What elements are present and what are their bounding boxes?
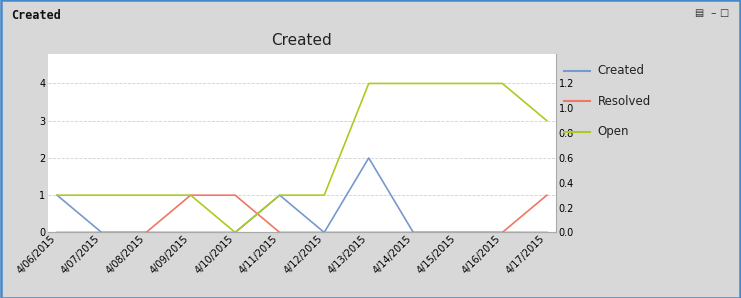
Open	[498, 82, 507, 85]
Line: Resolved: Resolved	[57, 195, 547, 232]
Created	[320, 231, 329, 234]
Created	[53, 193, 62, 197]
Created	[230, 231, 239, 234]
Text: –: –	[711, 8, 716, 18]
Resolved	[53, 231, 62, 234]
Open	[409, 82, 418, 85]
Open	[542, 119, 551, 122]
Resolved	[230, 193, 239, 197]
Created	[409, 231, 418, 234]
Open	[230, 231, 239, 234]
Text: Created: Created	[11, 9, 61, 22]
Created	[365, 156, 373, 160]
Text: Created: Created	[598, 64, 645, 77]
Resolved	[142, 231, 150, 234]
Line: Open: Open	[57, 83, 547, 232]
Line: Created: Created	[57, 158, 547, 232]
Resolved	[186, 193, 195, 197]
Open	[320, 193, 329, 197]
Open	[365, 82, 373, 85]
Text: Resolved: Resolved	[598, 95, 651, 108]
Text: ▤: ▤	[694, 8, 703, 18]
Open	[453, 82, 462, 85]
Resolved	[97, 231, 106, 234]
Created	[542, 231, 551, 234]
Resolved	[320, 231, 329, 234]
Resolved	[365, 231, 373, 234]
Open	[275, 193, 284, 197]
Created	[453, 231, 462, 234]
Open	[97, 193, 106, 197]
Resolved	[275, 231, 284, 234]
Text: Open: Open	[598, 125, 629, 138]
Text: □: □	[720, 8, 728, 18]
Open	[142, 193, 150, 197]
Created	[97, 231, 106, 234]
Resolved	[409, 231, 418, 234]
Open	[53, 193, 62, 197]
Created	[186, 231, 195, 234]
Title: Created: Created	[272, 33, 332, 48]
Created	[498, 231, 507, 234]
Created	[275, 193, 284, 197]
Resolved	[453, 231, 462, 234]
Resolved	[542, 193, 551, 197]
Open	[186, 193, 195, 197]
Resolved	[498, 231, 507, 234]
Created	[142, 231, 150, 234]
